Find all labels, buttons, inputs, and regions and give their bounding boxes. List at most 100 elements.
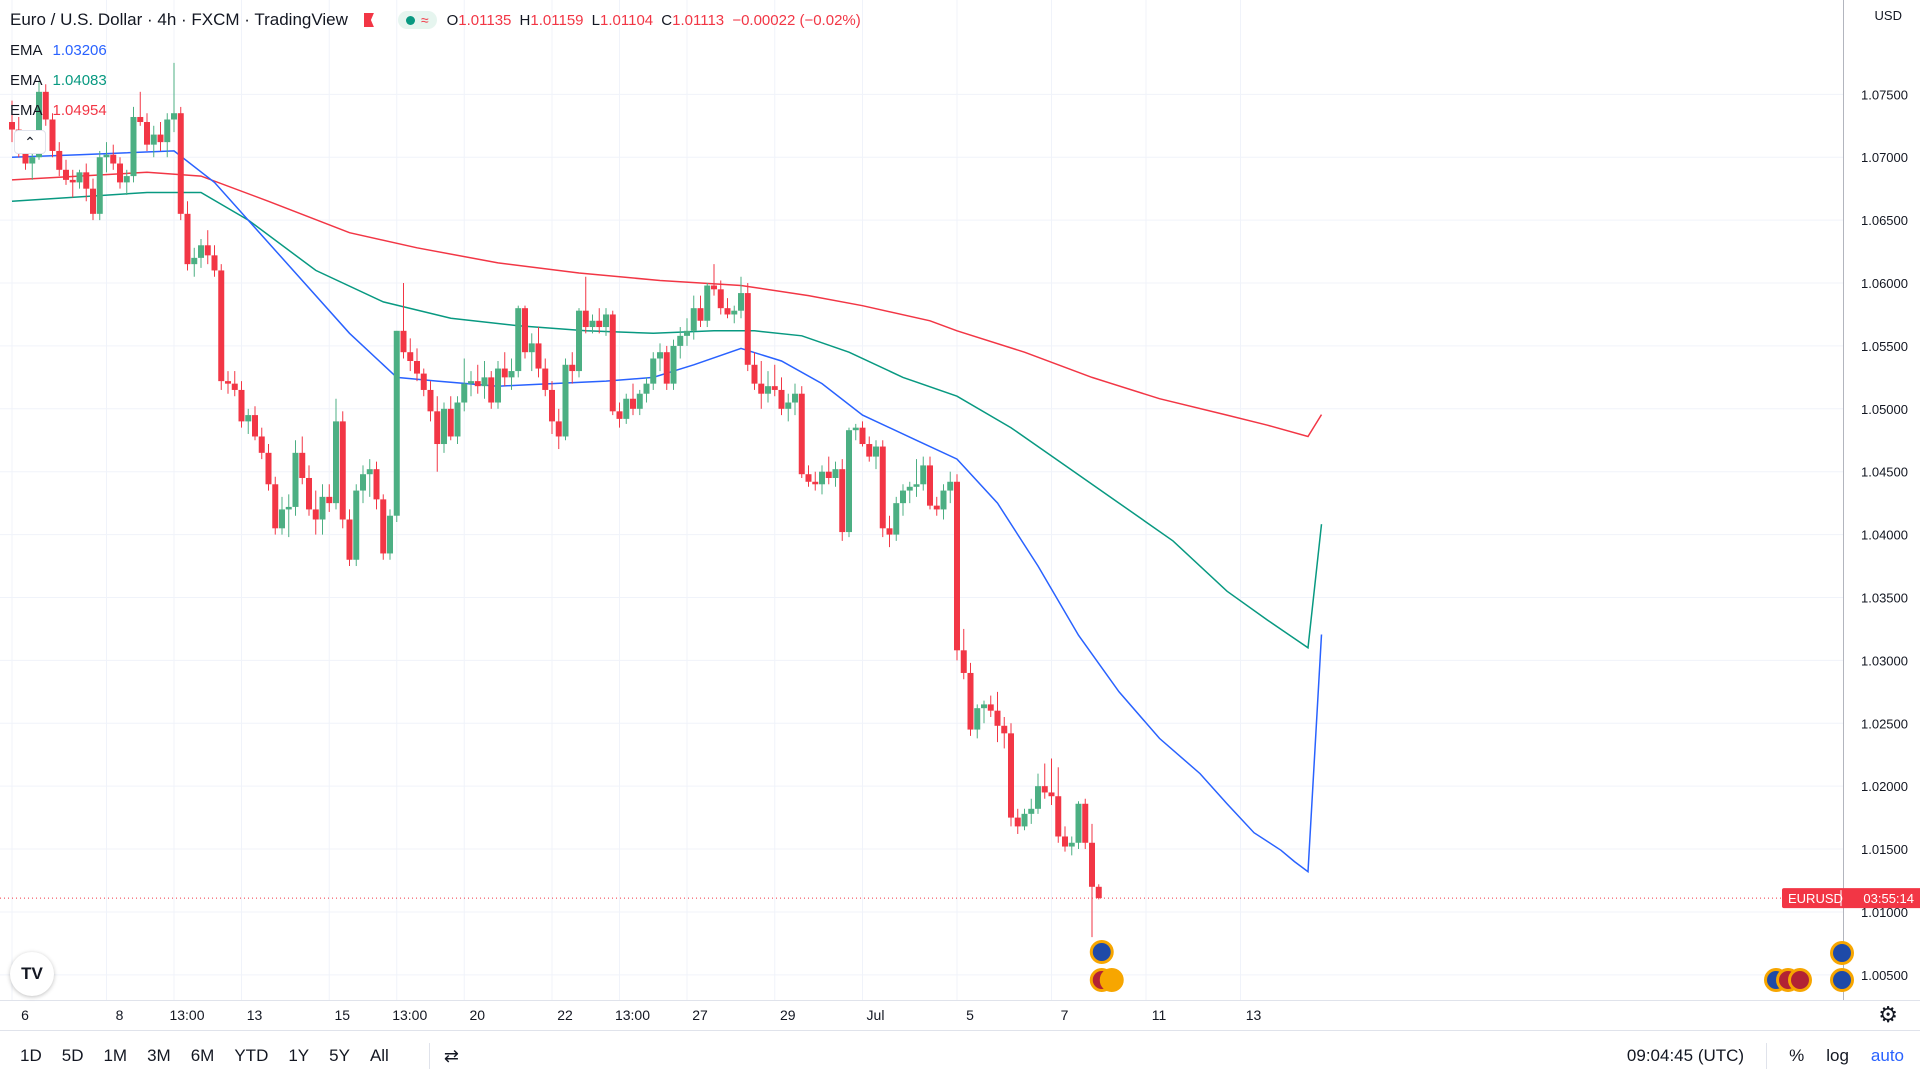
symbol-title[interactable]: Euro / U.S. Dollar · 4h · FXCM · Trading… <box>10 10 348 29</box>
candle-up <box>1021 813 1028 827</box>
range-ytd-button[interactable]: YTD <box>234 1046 269 1065</box>
market-open-dot-icon <box>405 15 415 25</box>
utc-clock[interactable]: 09:04:45 (UTC) <box>1626 1046 1745 1065</box>
candle-down <box>420 373 427 390</box>
candle-down <box>616 411 623 419</box>
price-tick-label: 1.01000 <box>1861 905 1908 920</box>
candle-down <box>258 436 265 453</box>
candle-down <box>967 672 974 730</box>
range-5y-button[interactable]: 5Y <box>329 1046 350 1065</box>
candle-down <box>778 389 785 409</box>
candle-down <box>447 408 454 437</box>
candle-up <box>29 157 36 164</box>
candle-up <box>528 343 535 353</box>
range-6m-button[interactable]: 6M <box>190 1046 215 1065</box>
price-axis[interactable]: 1.00500 1.01000 1.01500 1.02000 1.02500 1.030… <box>1843 0 1909 1000</box>
price-tick-label: 1.05000 <box>1861 402 1908 417</box>
open-label: O <box>446 11 459 29</box>
candle-up <box>164 119 171 143</box>
candle-down <box>522 308 528 353</box>
auto-scale-toggle[interactable]: auto <box>1870 1046 1904 1065</box>
range-3m-button[interactable]: 3M <box>147 1046 171 1065</box>
candle-down <box>866 444 873 457</box>
price-tick-label: 1.07500 <box>1861 87 1908 102</box>
ema-legend-label: EMA <box>10 42 43 59</box>
candle-down <box>744 293 751 365</box>
price-tick-label: 1.01500 <box>1861 842 1908 857</box>
price-tag-countdown: 03:55:14 <box>1863 891 1914 906</box>
market-status-pill[interactable]: ≈ <box>397 11 437 29</box>
range-5d-button[interactable]: 5D <box>61 1046 84 1065</box>
candle-down <box>886 528 893 535</box>
candle-up <box>792 393 798 403</box>
ema-legend-value: 1.03206 <box>52 42 107 59</box>
candle-down <box>312 509 319 520</box>
ema-lines <box>11 150 1323 874</box>
currency-selector[interactable]: USD <box>1874 8 1902 23</box>
candle-down <box>582 310 589 328</box>
candle-down <box>400 330 407 353</box>
candle-up <box>576 310 582 372</box>
candle-down <box>299 452 306 478</box>
ema-legend-mid[interactable]: EMA 1.04083 <box>10 72 107 89</box>
range-1y-button[interactable]: 1Y <box>288 1046 310 1065</box>
candle-down <box>994 710 1001 726</box>
candle-down <box>927 465 933 506</box>
candle-down <box>265 452 272 485</box>
ema-fast-line <box>11 150 1323 874</box>
candle-down <box>771 386 778 390</box>
candle-up <box>1068 842 1075 847</box>
time-tick-label: 13:00 <box>392 1007 427 1023</box>
chart-settings-gear-icon[interactable]: ⚙ <box>1878 1002 1898 1027</box>
candle-up <box>893 503 900 535</box>
candle-down <box>177 113 184 214</box>
time-axis[interactable]: 6 8 13:00 13 15 13:00 20 22 13:00 27 29 Jul 5 7 11 13 <box>0 1000 1920 1024</box>
ema-legend-slow[interactable]: EMA 1.04954 <box>10 102 107 119</box>
goto-date-icon[interactable]: ⇄ <box>443 1045 459 1066</box>
candle-down <box>549 389 555 422</box>
candle-down <box>609 314 616 412</box>
candle-up <box>481 377 488 387</box>
candle-down <box>380 499 387 554</box>
eu-event-icon-inner <box>1092 943 1111 961</box>
candle-up <box>333 421 339 504</box>
candle-down <box>9 122 15 130</box>
ema-legend-fast[interactable]: EMA 1.03206 <box>10 42 107 59</box>
candle-down <box>211 255 218 271</box>
candle-up <box>623 398 630 419</box>
candle-down <box>501 368 508 378</box>
time-tick-label: 11 <box>1152 1007 1167 1023</box>
candle-up <box>393 330 400 516</box>
economic-events[interactable] <box>1089 940 1854 992</box>
candle-down <box>49 119 56 151</box>
candle-up <box>123 176 130 183</box>
tradingview-logo[interactable]: TV <box>10 952 54 996</box>
low-value: 1.01104 <box>600 11 654 29</box>
candle-up <box>900 490 906 504</box>
log-scale-toggle[interactable]: log <box>1826 1046 1849 1065</box>
candle-up <box>150 134 157 145</box>
chart-header: Euro / U.S. Dollar · 4h · FXCM · Trading… <box>10 10 865 30</box>
us-event-icon-inner <box>1102 971 1121 989</box>
candle-up <box>245 415 252 422</box>
candle-up <box>643 383 650 394</box>
candle-down <box>724 308 731 315</box>
change-value: −0.00022 (−0.02%) <box>732 11 861 29</box>
collapse-legend-button[interactable]: ⌃ <box>14 130 46 154</box>
candle-down <box>717 289 724 309</box>
candle-down <box>231 383 238 390</box>
candle-up <box>684 330 690 336</box>
range-all-button[interactable]: All <box>369 1046 389 1065</box>
candle-down <box>697 308 704 321</box>
flag-icon[interactable] <box>363 13 374 27</box>
range-1m-button[interactable]: 1M <box>103 1046 128 1065</box>
percent-scale-toggle[interactable]: % <box>1789 1046 1805 1065</box>
candle-down <box>339 421 346 520</box>
time-tick-label: 13 <box>247 1007 263 1023</box>
candle-down <box>22 150 29 164</box>
candle-up <box>1075 803 1082 843</box>
candle-down <box>272 484 279 529</box>
range-1d-button[interactable]: 1D <box>20 1046 42 1065</box>
candle-up <box>198 245 204 258</box>
